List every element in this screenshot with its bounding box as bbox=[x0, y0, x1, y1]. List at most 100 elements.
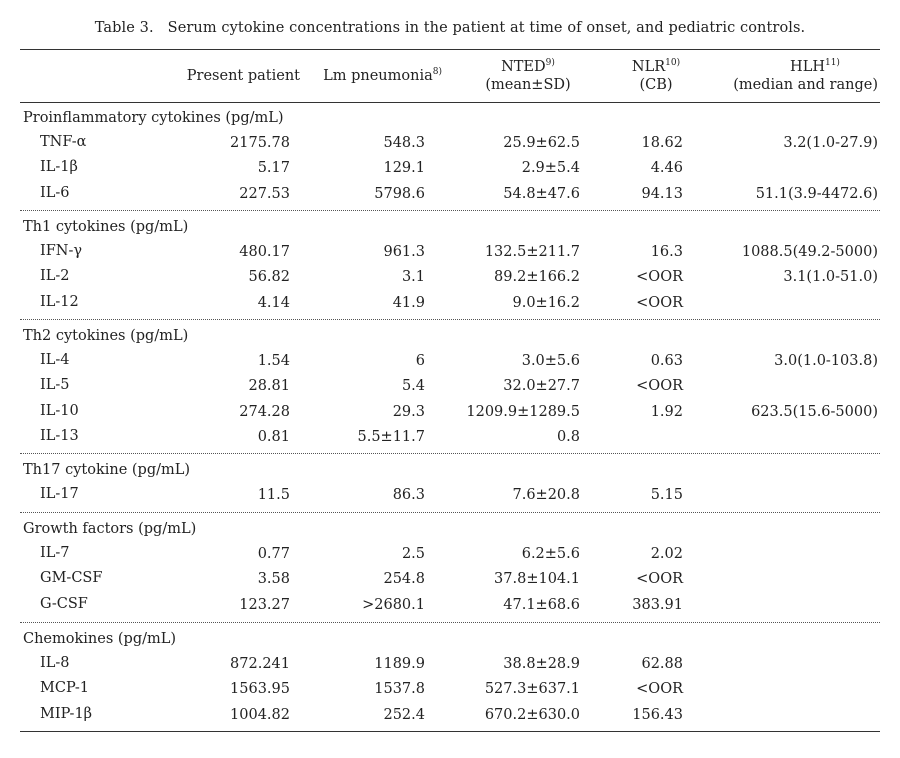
row-label: IL-17 bbox=[40, 486, 79, 502]
cell-nlr: <OOR bbox=[636, 681, 683, 698]
section-divider bbox=[20, 453, 880, 454]
row-label: IL-7 bbox=[40, 545, 70, 561]
cell-lm: >2680.1 bbox=[362, 596, 425, 613]
row-label: IL-6 bbox=[40, 184, 70, 201]
cell-present: 1.54 bbox=[257, 353, 290, 369]
table-caption: Table 3. Serum cytokine concentrations in… bbox=[0, 20, 900, 36]
row-label: IL-2 bbox=[40, 268, 70, 285]
cell-lm: 41.9 bbox=[392, 294, 425, 311]
header-hlh-ref: 11) bbox=[824, 58, 840, 68]
top-rule bbox=[20, 49, 880, 50]
cell-lm: 6 bbox=[415, 353, 425, 369]
cell-nlr: 1.92 bbox=[650, 403, 683, 420]
cell-nted: 132.5±211.7 bbox=[484, 244, 580, 260]
caption-text: Serum cytokine concentrations in the pat… bbox=[167, 20, 806, 36]
header-rule bbox=[20, 102, 880, 103]
cell-nted: 0.8 bbox=[556, 428, 580, 445]
cell-lm: 2.5 bbox=[401, 546, 425, 562]
cell-nlr: 2.02 bbox=[650, 546, 683, 562]
cell-nlr: 383.91 bbox=[632, 596, 683, 613]
cell-nted: 3.0±5.6 bbox=[521, 353, 580, 369]
section-title: Growth factors (pg/mL) bbox=[23, 521, 197, 537]
cell-nlr: 18.62 bbox=[641, 135, 683, 151]
cell-nlr: 5.15 bbox=[650, 487, 683, 503]
cell-lm: 5.4 bbox=[401, 378, 425, 395]
header-nted-sub: (mean±SD) bbox=[485, 77, 571, 93]
row-label: G-CSF bbox=[40, 595, 88, 612]
cell-lm: 254.8 bbox=[383, 571, 425, 588]
cell-present: 5.17 bbox=[257, 160, 290, 177]
cell-present: 3.58 bbox=[257, 571, 290, 588]
cell-present: 1004.82 bbox=[230, 706, 290, 723]
cell-hlh: 51.1(3.9-4472.6) bbox=[755, 185, 878, 202]
cell-nted: 6.2±5.6 bbox=[521, 546, 580, 562]
cell-nlr: 0.63 bbox=[650, 353, 683, 369]
header-nlr-sub: (CB) bbox=[639, 77, 673, 93]
cell-nlr: <OOR bbox=[636, 269, 683, 286]
cell-nlr: <OOR bbox=[636, 294, 683, 311]
row-label: IL-8 bbox=[40, 655, 70, 671]
cell-lm: 1189.9 bbox=[374, 656, 425, 672]
cell-lm: 252.4 bbox=[383, 706, 425, 723]
row-label: GM-CSF bbox=[40, 570, 103, 587]
cell-hlh: 3.2(1.0-27.9) bbox=[783, 135, 878, 151]
cell-nted: 54.8±47.6 bbox=[503, 185, 580, 202]
cell-lm: 961.3 bbox=[383, 244, 425, 260]
header-nlr-text: NLR bbox=[631, 59, 666, 75]
section-title: Proinflammatory cytokines (pg/mL) bbox=[23, 110, 284, 126]
cell-nted: 25.9±62.5 bbox=[503, 135, 580, 151]
cell-hlh: 3.1(1.0-51.0) bbox=[783, 269, 878, 286]
cell-nlr: <OOR bbox=[636, 571, 683, 588]
header-lm-text: Lm pneumonia bbox=[323, 68, 433, 84]
row-label: MCP-1 bbox=[40, 680, 90, 697]
cell-present: 28.81 bbox=[248, 378, 290, 395]
section-title: Th2 cytokines (pg/mL) bbox=[23, 328, 189, 344]
row-label: MIP-1β bbox=[40, 705, 93, 722]
cell-nted: 47.1±68.6 bbox=[503, 596, 580, 613]
cell-present: 0.81 bbox=[257, 428, 290, 445]
cell-nlr: 4.46 bbox=[650, 160, 683, 177]
row-label: IL-12 bbox=[40, 293, 79, 310]
cell-nted: 527.3±637.1 bbox=[484, 681, 580, 698]
cell-present: 4.14 bbox=[257, 294, 290, 311]
cell-nted: 37.8±104.1 bbox=[494, 571, 580, 588]
bottom-rule bbox=[20, 731, 880, 732]
cell-present: 0.77 bbox=[257, 546, 290, 562]
header-nted-ref: 9) bbox=[545, 58, 555, 68]
table-number: Table 3. bbox=[94, 20, 154, 36]
header-nted: NTED9) bbox=[478, 58, 578, 76]
section-divider bbox=[20, 210, 880, 211]
cell-hlh: 1088.5(49.2-5000) bbox=[741, 244, 878, 260]
section-divider bbox=[20, 319, 880, 320]
cell-nted: 1209.9±1289.5 bbox=[466, 403, 580, 420]
row-label: IL-4 bbox=[40, 352, 70, 368]
cell-lm: 86.3 bbox=[392, 487, 425, 503]
cell-nted: 32.0±27.7 bbox=[503, 378, 580, 395]
cell-lm: 548.3 bbox=[383, 135, 425, 151]
cell-nted: 2.9±5.4 bbox=[521, 160, 580, 177]
cell-present: 274.28 bbox=[239, 403, 290, 420]
cell-nted: 9.0±16.2 bbox=[512, 294, 581, 311]
cell-hlh: 3.0(1.0-103.8) bbox=[774, 353, 878, 369]
cell-present: 480.17 bbox=[239, 244, 290, 260]
row-label: IL-1β bbox=[40, 159, 78, 176]
cell-nlr: 62.88 bbox=[641, 656, 683, 672]
cell-nlr: 94.13 bbox=[641, 185, 683, 202]
cell-lm: 5798.6 bbox=[374, 185, 425, 202]
header-nlr-ref: 10) bbox=[665, 58, 681, 68]
header-nlr: NLR10) bbox=[623, 58, 689, 76]
row-label: IFN-γ bbox=[40, 243, 83, 259]
header-hlh: HLH11) bbox=[760, 58, 870, 76]
cell-present: 123.27 bbox=[239, 596, 290, 613]
row-label: IL-10 bbox=[40, 402, 79, 419]
cell-present: 2175.78 bbox=[230, 135, 290, 151]
cell-lm: 129.1 bbox=[383, 160, 425, 177]
section-divider bbox=[20, 622, 880, 623]
cell-present: 872.241 bbox=[230, 656, 290, 672]
row-label: IL-5 bbox=[40, 377, 70, 394]
cell-nted: 38.8±28.9 bbox=[503, 656, 580, 672]
cell-present: 56.82 bbox=[248, 269, 290, 286]
section-title: Th17 cytokine (pg/mL) bbox=[23, 462, 191, 478]
cell-nted: 89.2±166.2 bbox=[494, 269, 580, 286]
cell-nlr: 16.3 bbox=[650, 244, 683, 260]
